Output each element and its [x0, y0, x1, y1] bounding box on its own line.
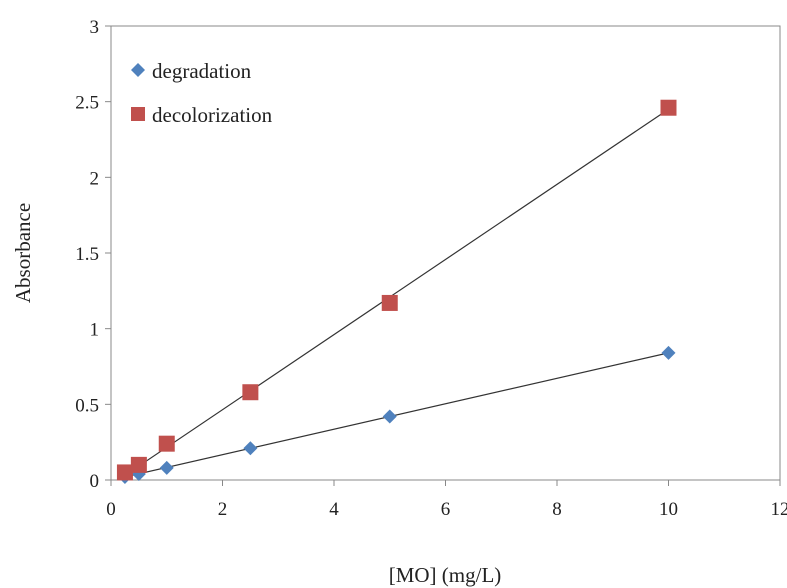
trendlines	[124, 108, 669, 478]
y-tick-label: 0.5	[75, 395, 99, 416]
point-decolorization	[116, 464, 133, 481]
y-tick-label: 0	[90, 471, 100, 492]
x-tick-label: 12	[771, 499, 787, 520]
trendline-degradation	[124, 352, 669, 478]
legend-label-decolorization: decolorization	[152, 103, 273, 127]
x-axis-label: [MO] (mg/L)	[389, 563, 502, 587]
x-tick-label: 8	[552, 499, 562, 520]
point-degradation	[159, 460, 174, 475]
point-decolorization	[130, 456, 147, 473]
y-tick-label: 2.5	[75, 93, 99, 114]
x-tick-label: 6	[441, 499, 451, 520]
trendline-decolorization	[124, 108, 669, 476]
y-axis-ticks: 0 0.5 1 1.5 2 2.5 3	[75, 17, 111, 492]
x-tick-label: 4	[329, 499, 339, 520]
point-degradation	[382, 409, 397, 424]
x-axis-ticks: 0 2 4 6 8 10 12	[106, 480, 787, 520]
legend-marker-degradation	[131, 63, 145, 77]
y-axis-label: Absorbance	[11, 203, 35, 303]
legend-label-degradation: degradation	[152, 59, 252, 83]
y-tick-label: 1.5	[75, 244, 99, 265]
point-decolorization	[660, 99, 677, 116]
point-decolorization	[381, 294, 398, 311]
x-tick-label: 0	[106, 499, 116, 520]
point-decolorization	[242, 384, 259, 401]
data-points	[116, 99, 677, 484]
point-decolorization	[158, 435, 175, 452]
y-tick-label: 1	[90, 320, 100, 341]
x-tick-label: 10	[659, 499, 678, 520]
point-degradation	[661, 345, 676, 360]
y-tick-label: 3	[90, 17, 100, 38]
point-degradation	[243, 441, 258, 456]
legend-marker-decolorization	[131, 107, 145, 121]
legend: degradation decolorization	[131, 59, 273, 127]
x-tick-label: 2	[218, 499, 228, 520]
y-tick-label: 2	[90, 168, 100, 189]
plot-area	[110, 25, 781, 481]
